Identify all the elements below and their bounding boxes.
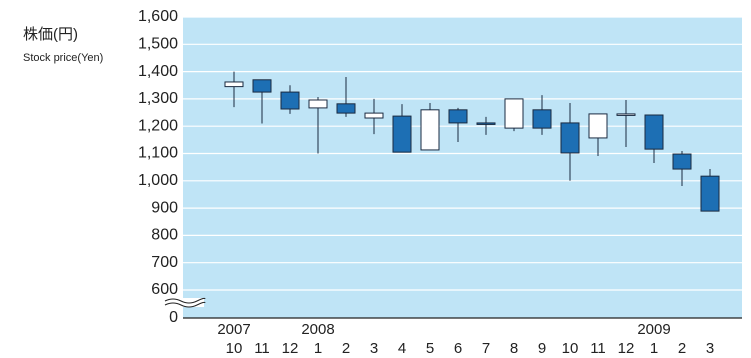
x-tick-label: 3	[706, 340, 714, 357]
x-tick-label: 4	[398, 340, 406, 357]
x-tick-label: 11	[254, 340, 270, 357]
year-label: 2008	[301, 321, 334, 338]
candle-body	[280, 91, 300, 110]
candle-body	[364, 112, 384, 119]
candle-body	[224, 81, 244, 88]
y-tick-label: 1,400	[138, 63, 178, 80]
candle-body	[392, 115, 412, 153]
x-tick-label: 7	[482, 340, 490, 357]
candle-body	[476, 122, 496, 125]
x-tick-label: 10	[562, 340, 579, 357]
year-label: 2007	[217, 321, 250, 338]
x-tick-label: 8	[510, 340, 518, 357]
x-tick-label: 1	[650, 340, 658, 357]
axis-break	[164, 297, 206, 308]
candle-body	[700, 175, 720, 212]
x-tick-label: 12	[282, 340, 299, 357]
candle-body	[560, 122, 580, 154]
candle-body	[252, 79, 272, 93]
x-tick-label: 2	[342, 340, 350, 357]
candle-body	[336, 103, 356, 114]
x-tick-label: 12	[618, 340, 635, 357]
y-tick-label: 1,300	[138, 90, 178, 107]
candle-body	[644, 114, 664, 150]
x-tick-label: 3	[370, 340, 378, 357]
candle-body	[420, 109, 440, 151]
candle-body	[588, 113, 608, 139]
x-tick-label: 1	[314, 340, 322, 357]
y-tick-label: 600	[151, 281, 178, 298]
x-tick-label: 2	[678, 340, 686, 357]
y-axis-label: 株価(円)	[23, 26, 78, 43]
y-tick-label: 1,600	[138, 8, 178, 25]
candle-body	[532, 109, 552, 129]
y-tick-label: 1,200	[138, 117, 178, 134]
y-tick-label: 1,000	[138, 172, 178, 189]
y-axis-sublabel: Stock price(Yen)	[23, 52, 103, 64]
candle-body	[672, 153, 692, 170]
x-tick-label: 11	[590, 340, 606, 357]
x-tick-label: 5	[426, 340, 434, 357]
candle-body	[504, 98, 524, 129]
x-tick-label: 9	[538, 340, 546, 357]
candle-body	[448, 109, 468, 124]
x-tick-label: 10	[226, 340, 243, 357]
y-tick-label: 0	[169, 309, 178, 326]
y-tick-label: 900	[151, 199, 178, 216]
y-tick-label: 1,100	[138, 145, 178, 162]
candle-body	[616, 113, 636, 116]
year-label: 2009	[637, 321, 670, 338]
candle-body	[308, 99, 328, 109]
y-tick-label: 1,500	[138, 36, 178, 53]
plot-area	[183, 17, 742, 318]
x-tick-label: 6	[454, 340, 462, 357]
y-tick-label: 800	[151, 227, 178, 244]
y-tick-label: 700	[151, 254, 178, 271]
